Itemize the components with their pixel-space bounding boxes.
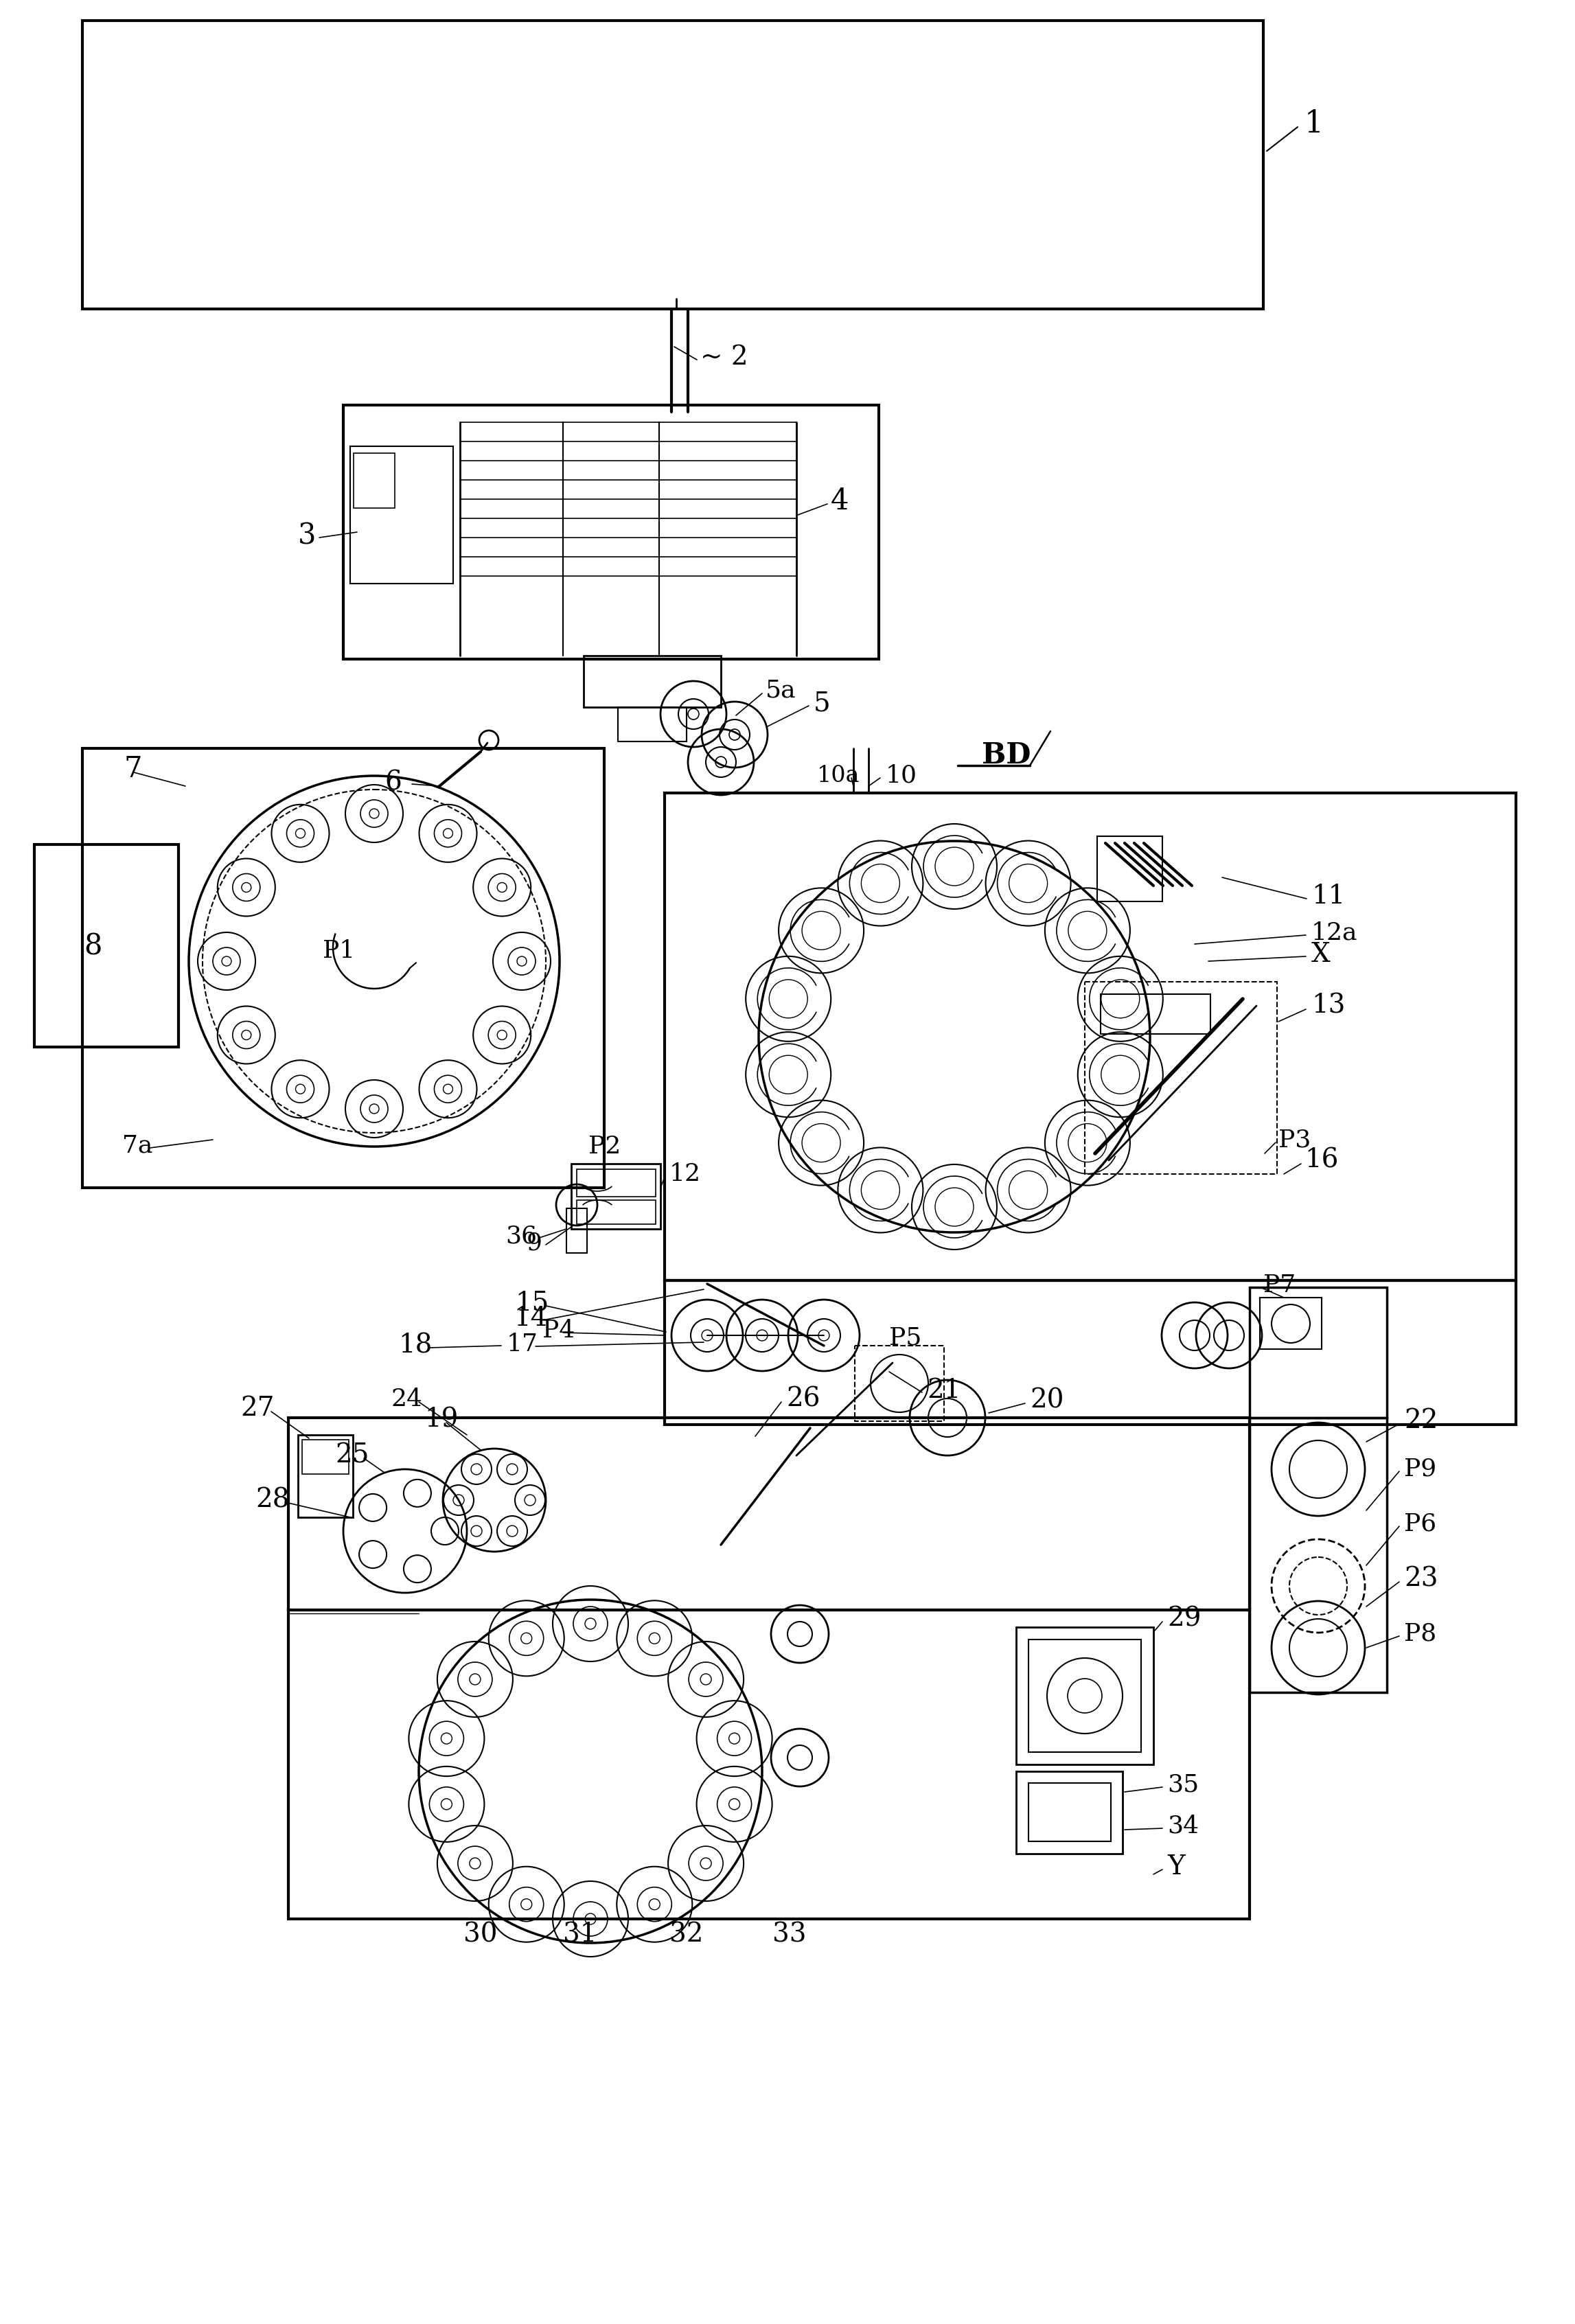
Text: P9: P9 [1403,1457,1436,1480]
Text: 15: 15 [515,1290,548,1315]
Bar [1098,837,1162,902]
Bar [82,21,1263,309]
Text: P1: P1 [323,939,354,962]
Text: P6: P6 [1403,1513,1436,1536]
Text: 1: 1 [1304,109,1325,139]
Text: X: X [1312,941,1331,967]
Bar [35,844,178,1048]
Text: 7: 7 [123,755,142,783]
Bar [302,1439,348,1473]
Text: 24: 24 [391,1387,424,1411]
Text: 21: 21 [926,1378,961,1404]
Text: 22: 22 [1403,1408,1438,1434]
Text: 29: 29 [1167,1606,1202,1631]
Text: BD: BD [981,741,1030,769]
Bar [82,748,605,1188]
Text: 5a: 5a [765,679,797,702]
Bar [576,1199,655,1225]
Text: 3: 3 [298,521,317,551]
Text: 23: 23 [1403,1566,1438,1592]
Text: 9: 9 [526,1232,542,1255]
Bar [1101,995,1211,1034]
Bar [1028,1638,1140,1752]
Bar [665,1281,1517,1425]
Text: 19: 19 [424,1406,458,1432]
Bar [1249,1418,1388,1692]
Text: 5: 5 [814,690,830,716]
Text: 27: 27 [241,1397,274,1422]
Text: 28: 28 [255,1487,290,1513]
Text: 13: 13 [1312,992,1345,1018]
Text: 25: 25 [335,1443,369,1469]
Text: P8: P8 [1403,1622,1436,1645]
Bar [298,1434,353,1518]
Bar [1249,1287,1388,1418]
Text: P5: P5 [890,1325,921,1350]
Text: 14: 14 [513,1306,548,1332]
Text: P4: P4 [542,1320,575,1343]
Bar [1085,981,1277,1174]
Text: 30: 30 [463,1922,498,1948]
Text: 12a: 12a [1312,920,1358,944]
Text: 34: 34 [1167,1815,1199,1838]
Text: 20: 20 [1030,1387,1063,1413]
Text: 31: 31 [564,1922,597,1948]
Text: 8: 8 [83,932,102,960]
Bar [572,1164,660,1229]
Text: 26: 26 [786,1387,821,1413]
Text: 10a: 10a [817,765,860,788]
Text: 36: 36 [506,1225,537,1248]
Bar [353,453,395,509]
Text: Y: Y [1167,1855,1184,1880]
Bar [350,446,454,583]
Text: 18: 18 [398,1334,432,1357]
Text: 10: 10 [885,765,917,788]
Text: 35: 35 [1167,1773,1199,1796]
Bar [288,1611,1249,1920]
Bar [1260,1297,1321,1350]
Bar [584,655,721,706]
Text: P3: P3 [1279,1127,1310,1150]
Bar [665,792,1517,1281]
Bar [343,404,879,660]
Text: P2: P2 [589,1134,621,1157]
Bar [288,1418,1249,1611]
Text: 11: 11 [1312,883,1345,909]
Bar [567,1208,587,1253]
Bar [1016,1627,1153,1764]
Text: P7: P7 [1263,1274,1296,1297]
Bar [1028,1783,1110,1841]
Text: 6: 6 [384,769,402,795]
Text: 32: 32 [669,1922,704,1948]
Bar [855,1346,943,1422]
Bar [576,1169,655,1197]
Text: 17: 17 [507,1332,539,1355]
Text: 12: 12 [669,1162,701,1185]
Text: 33: 33 [773,1922,806,1948]
Text: 16: 16 [1304,1148,1339,1174]
Text: 4: 4 [830,486,849,516]
Text: ~ 2: ~ 2 [701,344,748,370]
Bar [617,706,687,741]
Bar [1016,1771,1123,1855]
Text: 7a: 7a [123,1134,153,1157]
